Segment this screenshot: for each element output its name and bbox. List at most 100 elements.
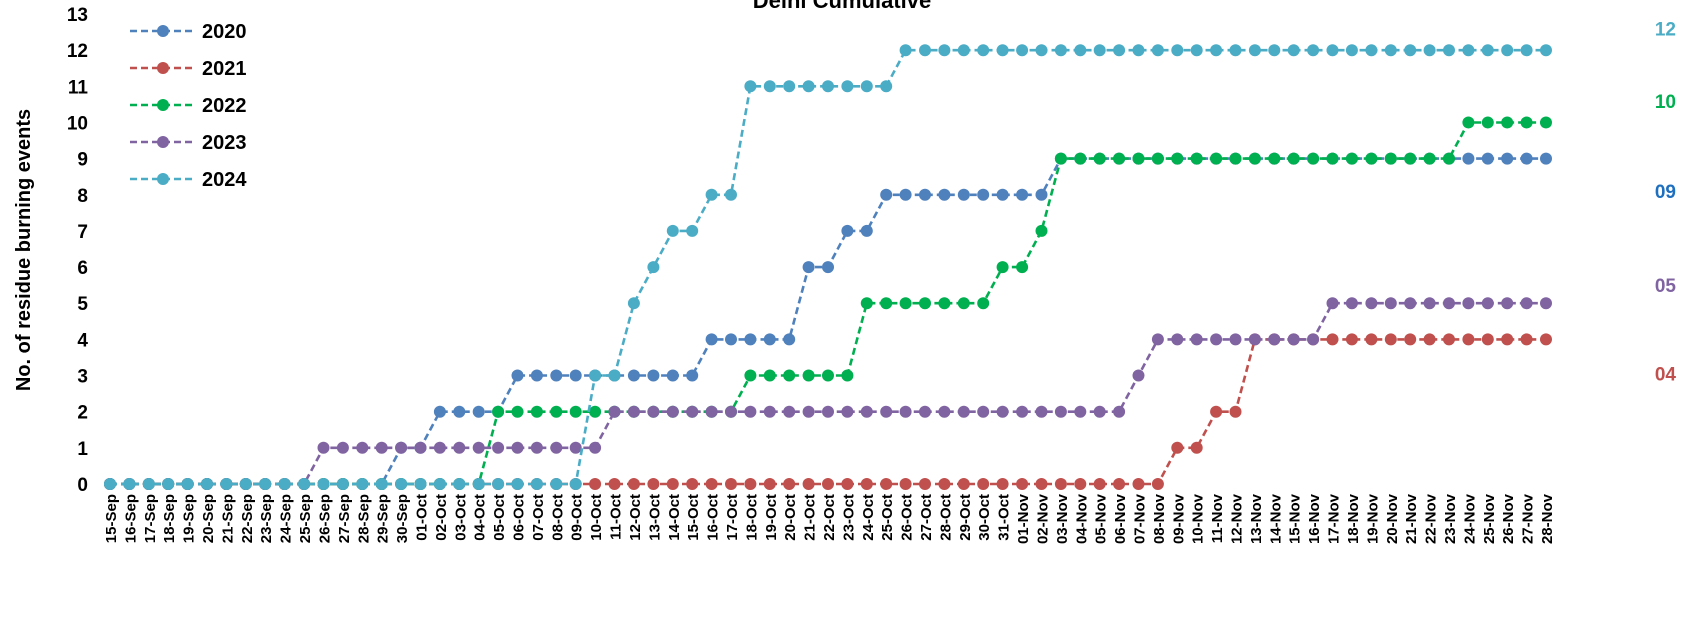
data-point xyxy=(511,441,524,454)
data-point xyxy=(162,478,175,490)
x-tick-label: 15-Sep xyxy=(103,494,120,543)
end-label-2021: 04 xyxy=(1655,365,1677,386)
data-point xyxy=(977,297,990,310)
data-point xyxy=(1404,44,1417,57)
data-point xyxy=(317,478,330,490)
data-point xyxy=(1326,152,1339,165)
y-tick-label: 7 xyxy=(77,222,88,243)
data-point xyxy=(1151,152,1164,165)
data-point xyxy=(860,297,873,310)
legend-item-2021: 2021 xyxy=(130,58,247,80)
data-point xyxy=(1151,333,1164,346)
data-point xyxy=(977,405,990,418)
data-point xyxy=(1113,405,1126,418)
data-point xyxy=(608,478,621,490)
data-point xyxy=(550,478,563,490)
data-point xyxy=(880,478,893,490)
data-point xyxy=(336,478,349,490)
x-tick-label: 07-Oct xyxy=(530,494,547,541)
data-point xyxy=(822,369,834,382)
legend-swatch-marker xyxy=(157,173,169,185)
data-point xyxy=(1501,152,1514,165)
x-tick-label: 03-Nov xyxy=(1054,493,1071,544)
data-point xyxy=(1074,405,1087,418)
data-point xyxy=(686,224,699,237)
data-point xyxy=(1307,152,1320,165)
data-point xyxy=(957,188,970,201)
chart-title: Delhi Cumulative xyxy=(753,0,931,13)
data-point xyxy=(1113,152,1126,165)
x-tick-label: 14-Oct xyxy=(666,494,683,541)
data-point xyxy=(802,478,815,490)
data-point xyxy=(860,224,873,237)
data-point xyxy=(530,405,543,418)
x-tick-label: 23-Oct xyxy=(840,494,857,541)
data-point xyxy=(1113,44,1126,57)
data-point xyxy=(880,405,893,418)
data-point xyxy=(1016,405,1029,418)
data-point xyxy=(1287,152,1300,165)
data-point xyxy=(822,405,834,418)
x-tick-label: 02-Nov xyxy=(1034,493,1051,544)
data-point xyxy=(1093,478,1106,490)
data-point xyxy=(1074,44,1087,57)
series-line xyxy=(110,301,1546,486)
data-point xyxy=(1540,297,1552,310)
data-point xyxy=(977,44,990,57)
x-tick-label: 09-Oct xyxy=(569,494,586,541)
data-point xyxy=(744,80,757,93)
y-tick-label: 6 xyxy=(77,258,88,279)
data-point xyxy=(919,188,931,201)
data-point xyxy=(1384,333,1397,346)
data-point xyxy=(1520,44,1533,57)
data-point xyxy=(1404,333,1417,346)
data-point xyxy=(1404,152,1417,165)
data-point xyxy=(1113,478,1126,490)
x-tick-label: 11-Oct xyxy=(608,494,625,540)
data-point xyxy=(1345,152,1358,165)
data-point xyxy=(589,369,602,382)
data-point xyxy=(1462,44,1475,57)
legend-item-2023: 2023 xyxy=(130,132,247,154)
data-point xyxy=(783,405,796,418)
data-point xyxy=(725,188,737,201)
data-point xyxy=(1132,369,1145,382)
data-point xyxy=(1268,152,1281,165)
data-point xyxy=(1365,297,1378,310)
data-point xyxy=(278,478,291,490)
x-tick-label: 10-Nov xyxy=(1190,493,1207,544)
data-point xyxy=(938,478,951,490)
data-point xyxy=(1035,224,1048,237)
data-point xyxy=(802,80,815,93)
data-point xyxy=(220,478,233,490)
x-tick-label: 28-Sep xyxy=(355,494,372,543)
data-point xyxy=(142,478,155,490)
data-point xyxy=(1365,44,1378,57)
data-point xyxy=(1035,405,1048,418)
data-point xyxy=(1093,44,1106,57)
x-tick-label: 09-Nov xyxy=(1170,493,1187,544)
data-point xyxy=(589,405,602,418)
legend: 2020 2021 2022 2023 2024 xyxy=(130,21,247,191)
data-point xyxy=(336,441,349,454)
data-point xyxy=(1016,261,1029,274)
data-point xyxy=(239,478,252,490)
data-point xyxy=(1540,116,1552,129)
x-tick-label: 30-Sep xyxy=(394,494,411,543)
data-point xyxy=(1384,152,1397,165)
x-tick-label: 01-Nov xyxy=(1015,493,1032,544)
x-tick-label: 24-Oct xyxy=(860,494,877,541)
x-tick-label: 03-Oct xyxy=(452,494,469,541)
data-point xyxy=(511,478,524,490)
series-line xyxy=(110,157,1546,486)
data-point xyxy=(1151,44,1164,57)
x-tick-label: 06-Oct xyxy=(511,494,528,541)
data-point xyxy=(647,261,660,274)
x-tick-label: 16-Nov xyxy=(1306,493,1323,544)
data-point xyxy=(589,441,602,454)
x-tick-label: 10-Oct xyxy=(588,494,605,541)
data-point xyxy=(686,369,699,382)
x-tick-label: 04-Oct xyxy=(472,494,489,541)
data-point xyxy=(530,369,543,382)
